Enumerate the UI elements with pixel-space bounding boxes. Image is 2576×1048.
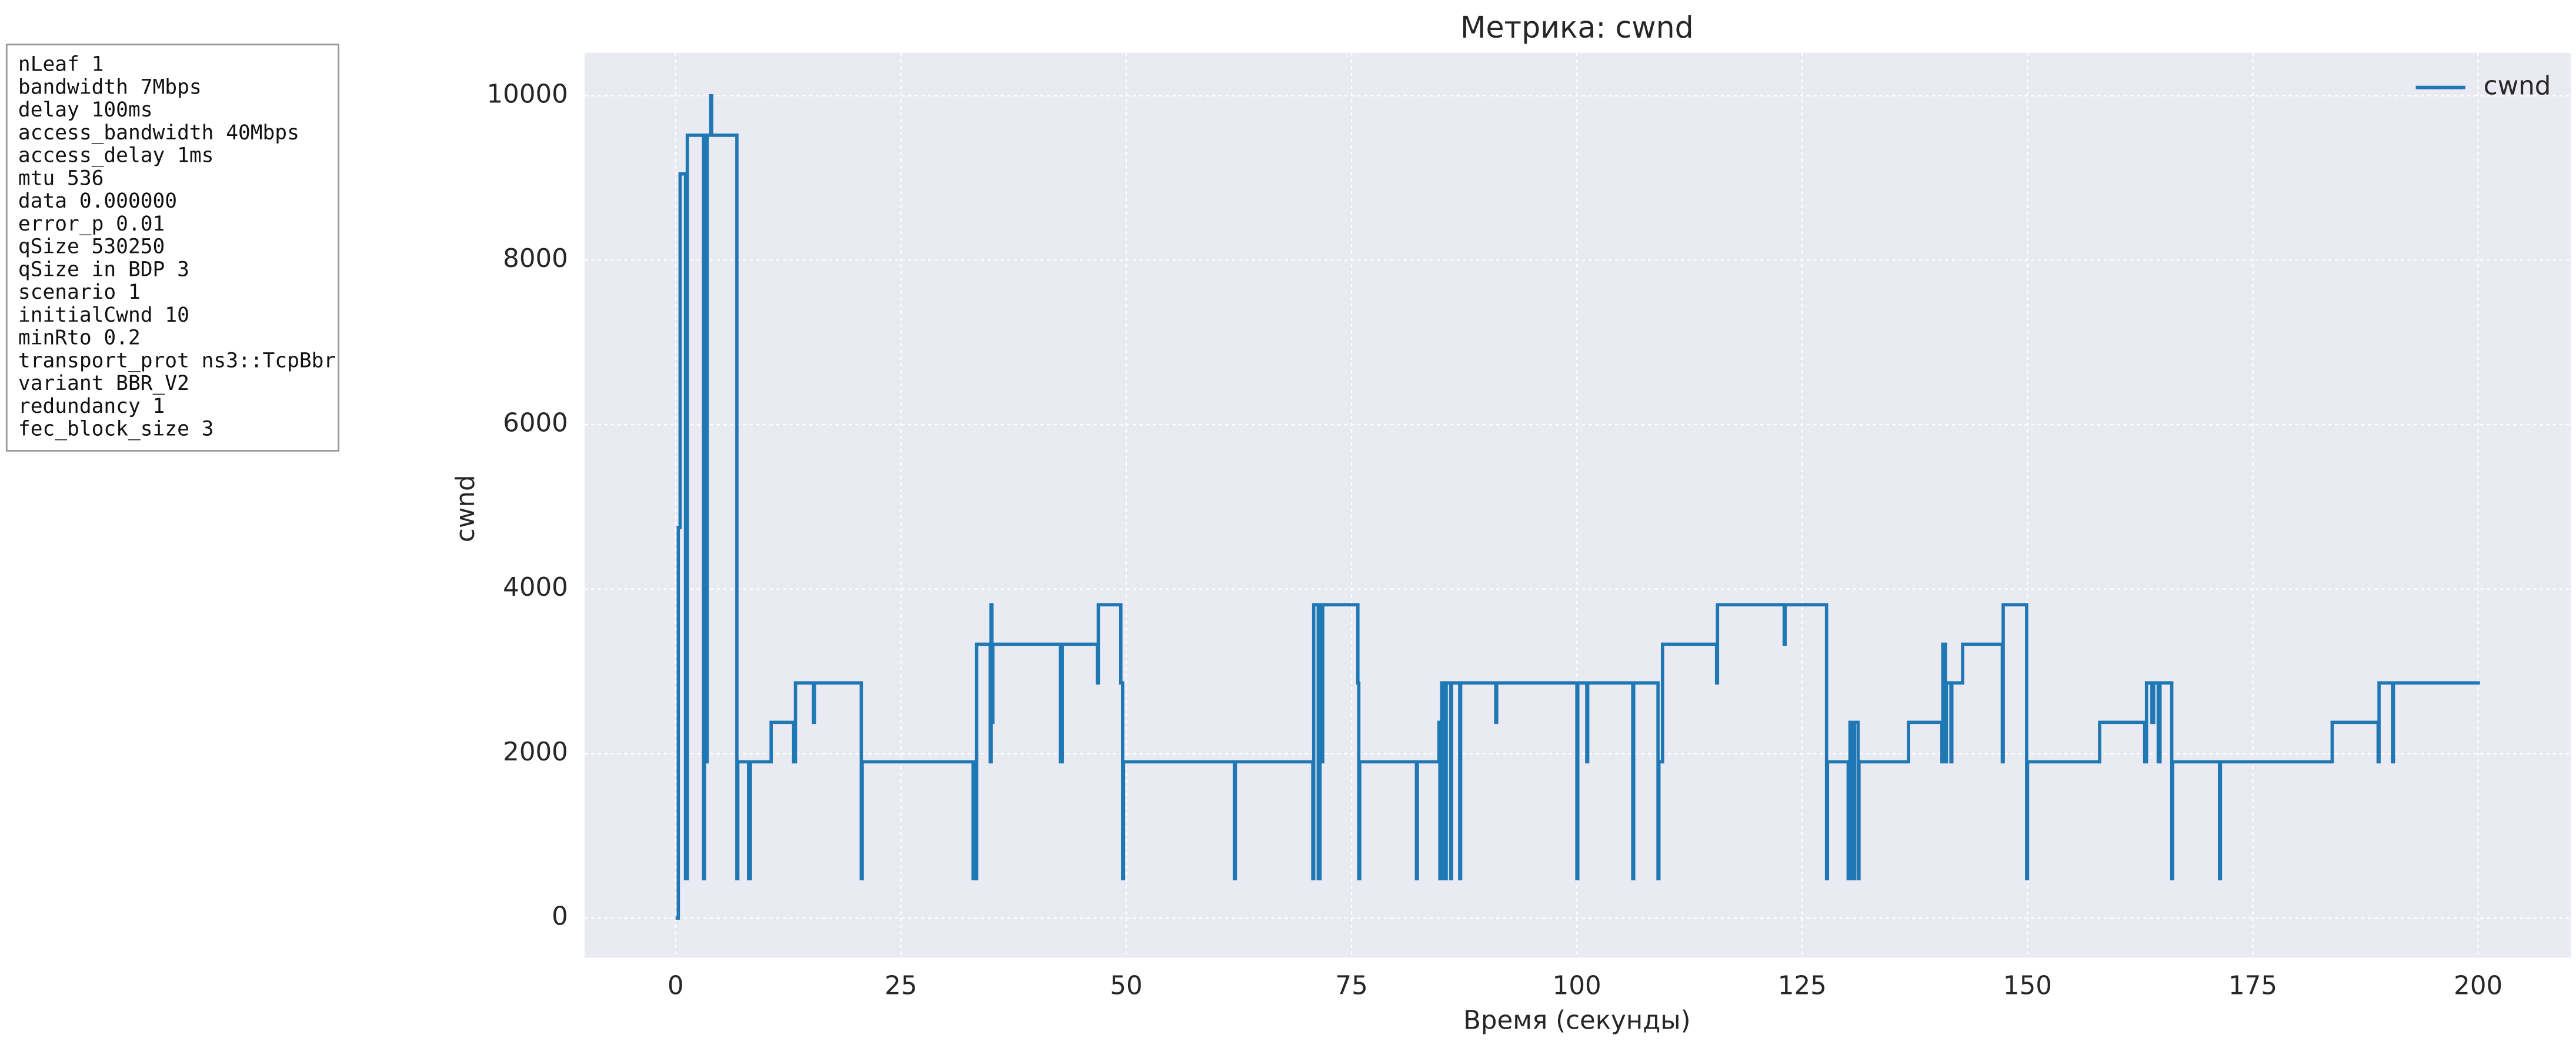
info-line: bandwidth 7Mbps — [18, 75, 202, 99]
y-tick-label: 10000 — [486, 79, 568, 109]
info-line: error_p 0.01 — [18, 212, 165, 236]
x-tick-label: 200 — [2454, 971, 2502, 1000]
y-tick-label: 2000 — [503, 737, 568, 767]
x-tick-label: 50 — [1110, 971, 1142, 1000]
x-axis-label: Время (секунды) — [1463, 1006, 1691, 1035]
x-tick-label: 150 — [2003, 971, 2052, 1000]
data-line — [675, 94, 2480, 920]
y-tick-label: 8000 — [503, 244, 568, 273]
info-line: nLeaf 1 — [18, 53, 104, 76]
y-axis-label: cwnd — [451, 475, 481, 542]
x-tick-label: 100 — [1553, 971, 1601, 1000]
x-tick-label: 0 — [668, 971, 684, 1000]
info-line: data 0.000000 — [18, 189, 177, 213]
info-line: scenario 1 — [18, 281, 141, 304]
info-line: fec_block_size 3 — [18, 418, 213, 441]
info-line: minRto 0.2 — [18, 326, 141, 350]
y-tick-label: 0 — [552, 902, 568, 932]
info-line: access_bandwidth 40Mbps — [18, 121, 299, 145]
y-tick-label: 4000 — [503, 573, 568, 602]
chart-title: Метрика: cwnd — [1460, 10, 1694, 45]
x-tick-label: 125 — [1778, 971, 1827, 1000]
y-tick-label: 6000 — [503, 409, 568, 438]
info-line: transport_prot ns3::TcpBbr — [18, 349, 336, 372]
info-line: variant BBR_V2 — [18, 372, 189, 395]
info-line: access_delay 1ms — [18, 144, 213, 168]
info-line: mtu 536 — [18, 166, 104, 190]
info-line: qSize in BDP 3 — [18, 258, 189, 281]
info-line: redundancy 1 — [18, 395, 165, 418]
x-tick-label: 75 — [1335, 971, 1367, 1000]
x-tick-label: 175 — [2228, 971, 2277, 1000]
x-tick-label: 25 — [885, 971, 917, 1000]
info-box — [5, 44, 340, 452]
info-line: initialCwnd 10 — [18, 303, 189, 327]
info-line: delay 100ms — [18, 98, 153, 122]
info-line: qSize 530250 — [18, 235, 165, 259]
legend-label: cwnd — [2484, 71, 2551, 101]
